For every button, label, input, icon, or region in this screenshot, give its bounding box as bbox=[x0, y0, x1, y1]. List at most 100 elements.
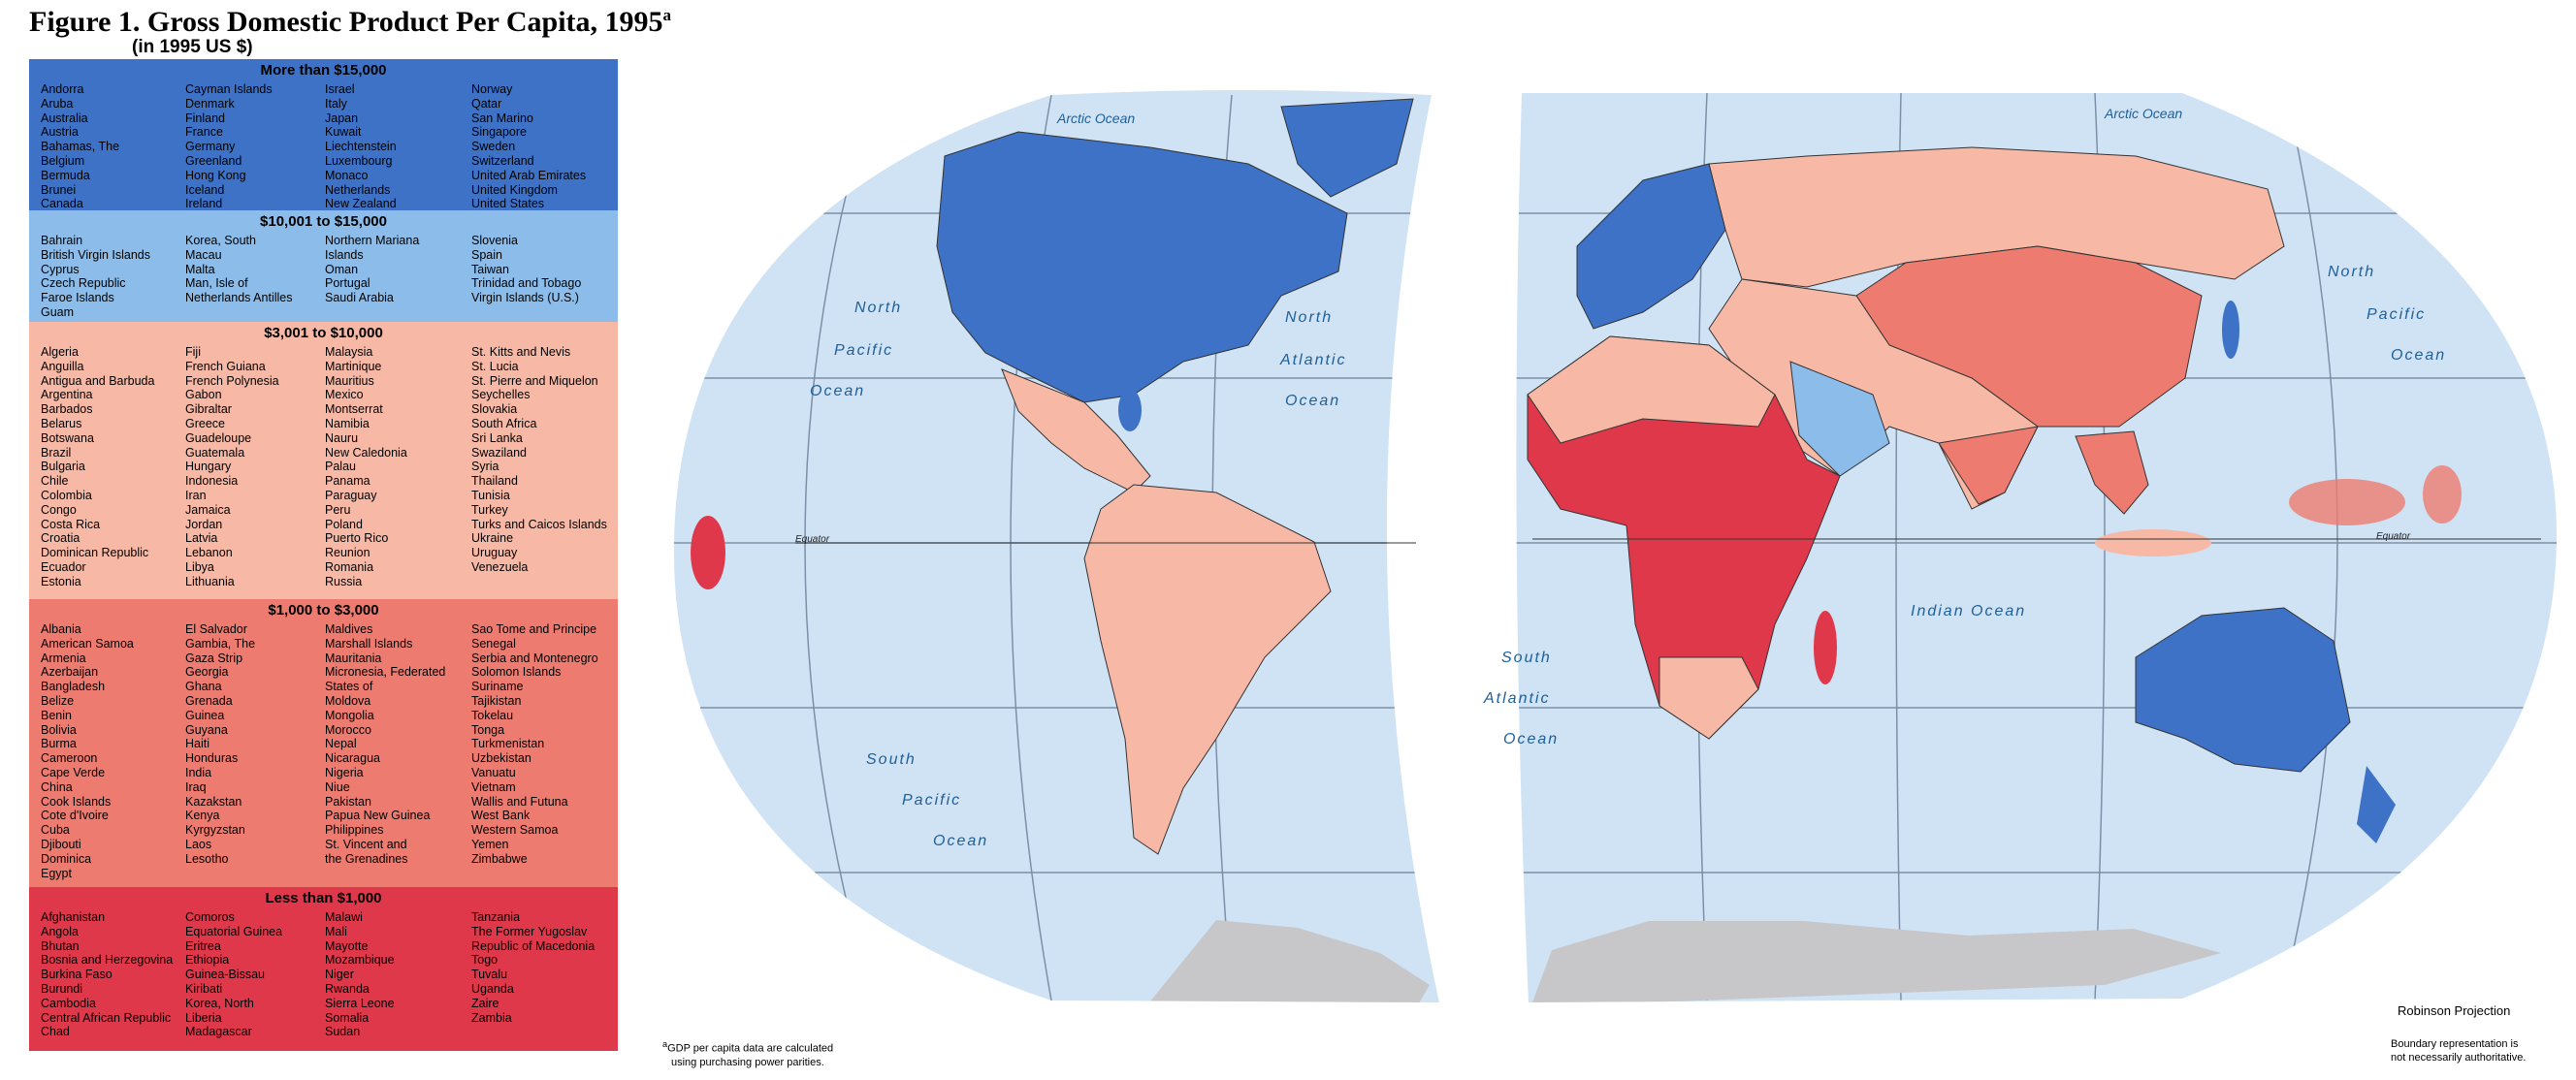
country-name: Brunei bbox=[41, 182, 77, 197]
country-name: Ecuador bbox=[41, 560, 86, 574]
country-name: Aruba bbox=[41, 96, 74, 111]
country-name: Benin bbox=[41, 708, 72, 722]
country-name: Republic of Macedonia bbox=[471, 938, 596, 953]
map-label: North bbox=[2328, 264, 2375, 280]
country-name: Portugal bbox=[325, 276, 370, 291]
country-name: Kuwait bbox=[325, 125, 362, 140]
map-label: Equator bbox=[795, 534, 830, 545]
country-name: Hong Kong bbox=[185, 168, 246, 182]
country-name: Iceland bbox=[185, 182, 225, 197]
country-name: Tunisia bbox=[471, 489, 510, 502]
country-name: Jamaica bbox=[185, 502, 231, 517]
country-name: Chad bbox=[41, 1025, 70, 1039]
country-name: Namibia bbox=[325, 417, 370, 430]
country-name: Congo bbox=[41, 502, 77, 517]
australia bbox=[2135, 607, 2351, 773]
country-name: Libya bbox=[185, 560, 214, 574]
country-name: Montserrat bbox=[325, 402, 383, 417]
map-label: Arctic Ocean bbox=[2104, 106, 2182, 121]
madagascar bbox=[1814, 611, 1837, 684]
country-name: Qatar bbox=[471, 96, 502, 111]
country-name: Romania bbox=[325, 560, 374, 574]
projection: Robinson Projection bbox=[2398, 1003, 2511, 1018]
footnote: aGDP per capita data are calculated using… bbox=[662, 1037, 833, 1069]
country-name: Australia bbox=[41, 111, 88, 125]
country-name: Niger bbox=[325, 968, 354, 982]
country-name: Switzerland bbox=[471, 154, 534, 168]
indonesia bbox=[2095, 529, 2211, 556]
country-name: Poland bbox=[325, 517, 363, 531]
legend-heading: $1,000 to $3,000 bbox=[268, 602, 379, 619]
country-name: Zambia bbox=[471, 1010, 512, 1025]
country-name: Micronesia, Federated bbox=[325, 665, 446, 680]
country-name: Anguilla bbox=[41, 359, 84, 373]
country-name: Philippines bbox=[325, 823, 384, 838]
country-name: Germany bbox=[185, 140, 236, 154]
country-name: Cuba bbox=[41, 823, 70, 838]
legend-section: $3,001 to $10,000 Algeria Anguilla Antigua … bbox=[29, 322, 618, 599]
country-name: British Virgin Islands bbox=[41, 247, 151, 262]
country-name: Brazil bbox=[41, 445, 72, 460]
country-name: Slovakia bbox=[471, 402, 518, 417]
arabia bbox=[1789, 361, 1890, 477]
country-name: Mali bbox=[325, 924, 347, 938]
country-name: United Arab Emirates bbox=[471, 168, 587, 182]
country-name: Bangladesh bbox=[41, 680, 106, 694]
country-name: Norway bbox=[471, 82, 513, 96]
country-name: Bosnia and Herzegovina bbox=[41, 953, 174, 968]
country-name: St. Pierre and Miquelon bbox=[471, 373, 598, 388]
country-name: Estonia bbox=[41, 574, 81, 588]
country-name: Nauru bbox=[325, 430, 359, 445]
country-name: Spain bbox=[471, 247, 502, 262]
country-name: Jordan bbox=[185, 517, 223, 531]
country-name: Japan bbox=[325, 111, 359, 125]
country-name: Albania bbox=[41, 622, 81, 636]
country-name: Taiwan bbox=[471, 262, 509, 276]
country-name: Mayotte bbox=[325, 938, 369, 953]
country-name: Andorra bbox=[41, 82, 84, 96]
country-name: Mozambique bbox=[325, 953, 395, 968]
country-name: Islands bbox=[325, 247, 364, 262]
country-name: Kiribati bbox=[185, 982, 223, 996]
country-name: Burkina Faso bbox=[41, 968, 113, 982]
country-name: The Former Yugoslav bbox=[471, 924, 588, 938]
country-name: Lesotho bbox=[185, 851, 229, 866]
country-name: Kyrgyzstan bbox=[185, 823, 245, 838]
new-zealand bbox=[2357, 766, 2396, 843]
country-name: Guadeloupe bbox=[185, 430, 252, 445]
north-africa bbox=[1527, 335, 1776, 444]
country-name: Mongolia bbox=[325, 708, 374, 722]
india bbox=[1938, 426, 2039, 505]
country-name: Botswana bbox=[41, 430, 94, 445]
country-name: Guyana bbox=[185, 722, 228, 737]
country-name: Cyprus bbox=[41, 262, 80, 276]
country-name: Cayman Islands bbox=[185, 82, 273, 96]
country-name: Iran bbox=[185, 489, 207, 502]
country-name: Belgium bbox=[41, 154, 85, 168]
map-label: South bbox=[866, 751, 917, 768]
country-name: Croatia bbox=[41, 531, 80, 546]
country-name: Finland bbox=[185, 111, 225, 125]
map-label: Equator bbox=[2376, 531, 2411, 542]
country-name: Northern Mariana bbox=[325, 234, 420, 247]
country-name: Macau bbox=[185, 247, 222, 262]
antarctica bbox=[1532, 921, 2221, 1002]
country-name: St. Vincent and bbox=[325, 838, 407, 851]
south-america bbox=[1083, 484, 1332, 855]
country-name: Russia bbox=[325, 574, 363, 588]
country-name: St. Lucia bbox=[471, 359, 519, 373]
country-name: Azerbaijan bbox=[41, 665, 99, 680]
country-name: El Salvador bbox=[185, 622, 247, 636]
country-name: Ukraine bbox=[471, 531, 514, 546]
country-name: Turks and Caicos Islands bbox=[471, 517, 607, 531]
country-name: Singapore bbox=[471, 125, 527, 140]
country-name: Egypt bbox=[41, 866, 72, 880]
country-name: Mauritius bbox=[325, 373, 374, 388]
country-name: Central African Republic bbox=[41, 1010, 172, 1025]
country-name: Cook Islands bbox=[41, 794, 112, 809]
country-name: Sudan bbox=[325, 1025, 361, 1039]
country-name: France bbox=[185, 125, 223, 140]
country-name: Laos bbox=[185, 838, 212, 851]
